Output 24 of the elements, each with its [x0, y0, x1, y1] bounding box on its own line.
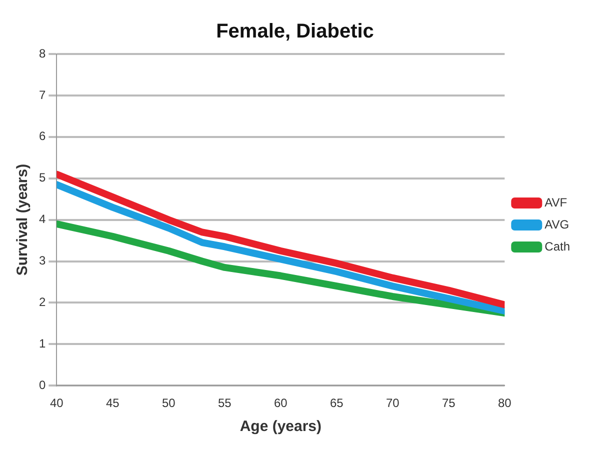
legend-label: AVF — [544, 195, 568, 210]
x-tick-label: 65 — [330, 396, 344, 410]
x-tick-label: 55 — [218, 396, 232, 410]
y-tick-label: 6 — [38, 129, 46, 144]
legend-label: AVG — [544, 217, 570, 232]
y-tick-label: 3 — [38, 254, 46, 268]
y-tick-label: 7 — [38, 88, 46, 102]
y-tick-label: 2 — [38, 295, 46, 310]
y-tick-label: 1 — [38, 336, 46, 350]
y-tick-label: 0 — [38, 378, 46, 392]
x-tick-label: 60 — [274, 396, 288, 410]
legend-label: Cath — [544, 239, 570, 254]
x-tick-label: 50 — [162, 396, 176, 410]
y-tick-label: 8 — [38, 46, 46, 60]
x-tick-label: 80 — [498, 396, 512, 410]
x-axis-title: Age (years) — [240, 418, 322, 436]
y-axis-title: Survival (years) — [14, 164, 32, 276]
x-tick-label: 40 — [50, 396, 64, 410]
chart-title: Female, Diabetic — [216, 20, 374, 43]
x-tick-label: 75 — [442, 396, 456, 410]
y-tick-label: 5 — [38, 170, 46, 185]
y-tick-label: 4 — [38, 212, 46, 226]
x-tick-label: 70 — [386, 396, 400, 410]
x-tick-label: 45 — [106, 396, 120, 410]
